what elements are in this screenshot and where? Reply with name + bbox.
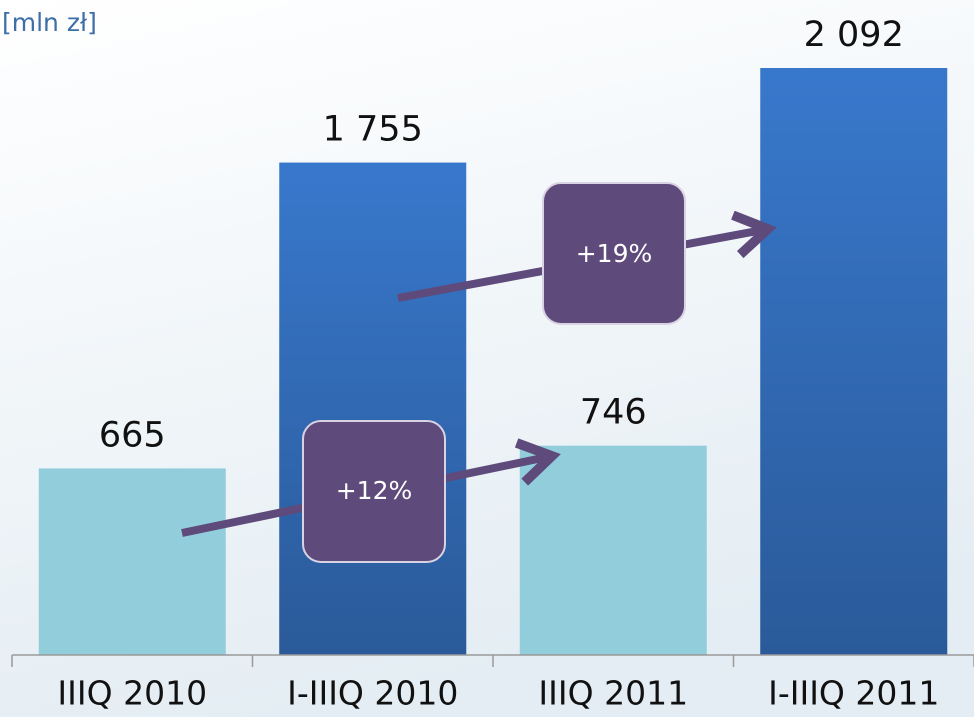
bars: 665 1 755 746 2 092 xyxy=(38,15,948,655)
bar xyxy=(519,445,707,655)
unit-label: [mln zł] xyxy=(2,8,97,37)
annotation: +19% xyxy=(576,239,653,268)
value-label: 746 xyxy=(580,393,647,433)
x-tick-label: IIIQ 2011 xyxy=(538,674,688,713)
bar-shade xyxy=(760,68,948,655)
value-label: 1 755 xyxy=(323,110,423,150)
bar xyxy=(38,468,226,655)
annotation-box xyxy=(542,182,686,325)
x-tick-label: IIIQ 2010 xyxy=(57,674,207,713)
annotation: +12% xyxy=(336,476,413,505)
value-label: 2 092 xyxy=(804,15,904,55)
annotation-box xyxy=(302,420,446,563)
x-ticks xyxy=(11,655,974,667)
x-tick-label: I-IIIQ 2011 xyxy=(768,674,939,713)
x-tick-label: I-IIIQ 2010 xyxy=(287,674,458,713)
value-label: 665 xyxy=(99,415,166,455)
bar-shade xyxy=(279,162,467,655)
